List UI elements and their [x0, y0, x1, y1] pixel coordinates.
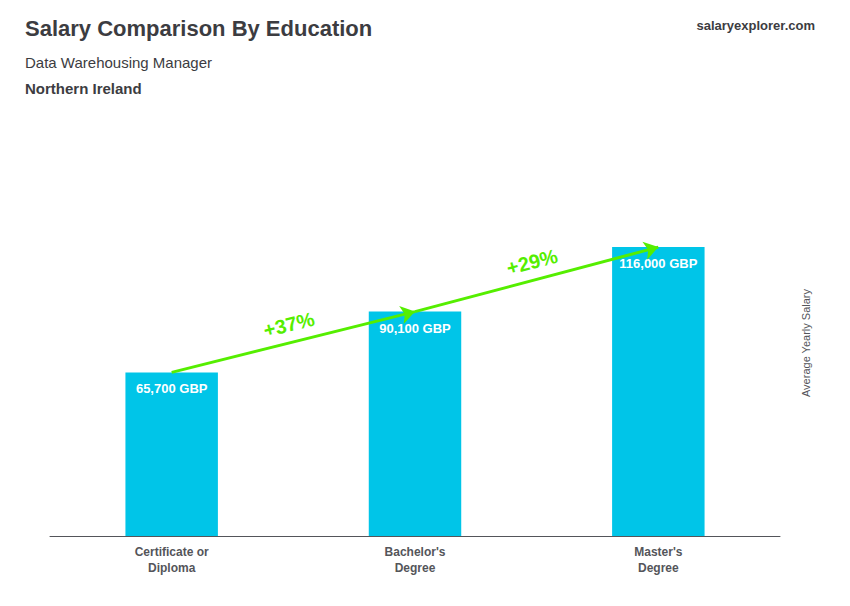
svg-text:Average Yearly Salary: Average Yearly Salary	[800, 288, 812, 397]
svg-text:salaryexplorer.com: salaryexplorer.com	[696, 18, 815, 33]
svg-text:Degree: Degree	[638, 561, 679, 575]
svg-text:90,100 GBP: 90,100 GBP	[379, 321, 451, 336]
svg-text:Certificate or: Certificate or	[135, 545, 209, 559]
svg-text:Data Warehousing Manager: Data Warehousing Manager	[25, 54, 212, 71]
svg-text:+29%: +29%	[504, 245, 560, 280]
svg-text:Diploma: Diploma	[148, 561, 196, 575]
svg-text:65,700 GBP: 65,700 GBP	[136, 381, 208, 396]
svg-text:Degree: Degree	[395, 561, 436, 575]
svg-text:+37%: +37%	[261, 308, 317, 342]
svg-text:Bachelor's: Bachelor's	[385, 545, 446, 559]
svg-text:Northern Ireland: Northern Ireland	[25, 80, 142, 97]
svg-text:116,000 GBP: 116,000 GBP	[619, 256, 697, 271]
svg-text:Master's: Master's	[634, 545, 683, 559]
svg-text:Salary Comparison By Education: Salary Comparison By Education	[25, 16, 372, 41]
